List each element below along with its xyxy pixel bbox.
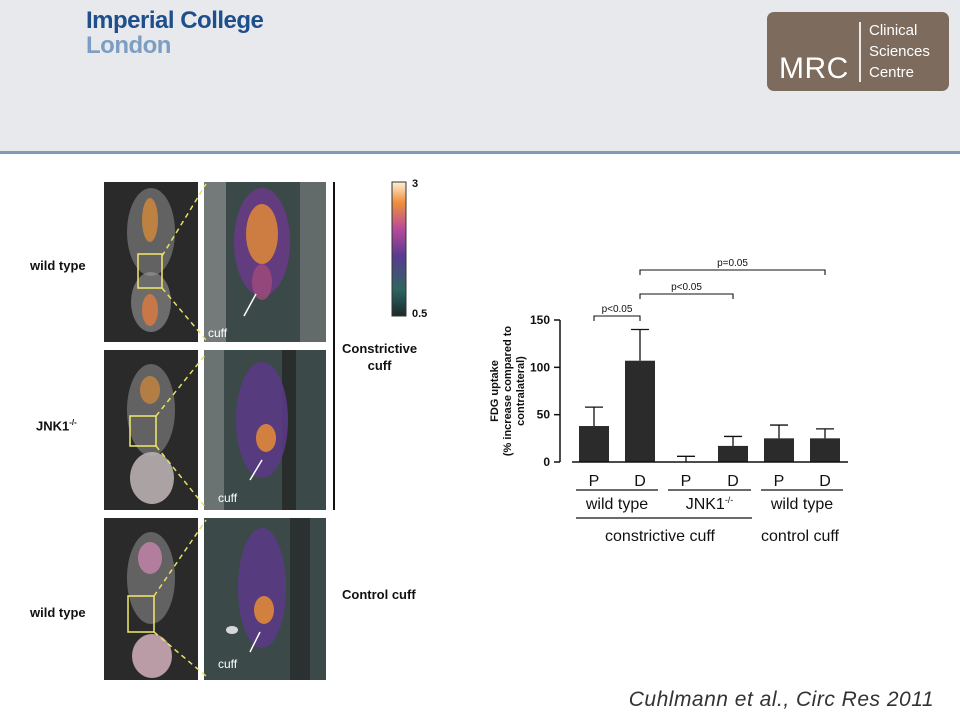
significance-bracket-0 [593, 315, 641, 321]
constrictive-cuff-label-line-1: Constrictive [342, 341, 418, 356]
header-divider [0, 151, 960, 154]
cuff-label-2: cuff [218, 491, 238, 505]
y-tick-label-3: 150 [530, 313, 550, 327]
group-label-0: wild type [585, 496, 648, 513]
zoom-scan-jnk1-constrictive [204, 350, 326, 510]
imperial-college-logo: Imperial College London [86, 7, 264, 59]
zoom-scan-wild-type-control [204, 518, 326, 680]
group-label-2: wild type [770, 496, 833, 513]
bar-0 [579, 426, 609, 462]
mrc-logo-separator [859, 22, 861, 82]
row-label-jnk1-text: JNK1 [36, 418, 70, 434]
mrc-logo-acronym: MRC [779, 52, 849, 85]
bar-5 [810, 438, 840, 462]
bar-3 [718, 445, 748, 462]
x-tick-label-0: P [589, 473, 600, 490]
group-label-superscript-1: -/- [725, 495, 734, 505]
constrictive-cuff-label: Constrictive cuff [342, 340, 417, 374]
x-tick-label-1: D [634, 473, 646, 490]
control-cuff-label: Control cuff [342, 587, 416, 602]
mrc-logo: MRC Clinical Sciences Centre [767, 12, 949, 91]
y-tick-label-2: 100 [530, 360, 550, 374]
y-axis-label-line-3: contralateral) [515, 356, 527, 426]
row-label-jnk1-superscript: -/- [69, 418, 77, 427]
section-label-0: constrictive cuff [605, 528, 716, 545]
x-tick-label-5: D [819, 473, 831, 490]
row-label-wild-type-2: wild type [30, 605, 86, 620]
row-label-wild-type-1: wild type [30, 258, 86, 273]
row-label-jnk1: JNK1-/- [36, 418, 77, 433]
significance-label-2: p=0.05 [717, 258, 748, 269]
logo-line-2: London [86, 32, 171, 59]
significance-bracket-1 [639, 293, 734, 299]
y-tick-label-1: 50 [537, 408, 551, 422]
mrc-logo-text: Clinical Sciences Centre [869, 20, 930, 83]
zoom-scan-wild-type-constrictive [204, 182, 326, 342]
significance-label-1: p<0.05 [671, 282, 702, 293]
y-axis-label-line-2: (% increase compared to [502, 326, 514, 456]
whole-body-scan-wild-type-control [104, 518, 198, 680]
whole-body-scan-jnk1 [104, 350, 198, 510]
constrictive-cuff-label-line-2: cuff [367, 358, 392, 373]
x-tick-label-4: P [774, 473, 785, 490]
bar-4 [764, 438, 794, 462]
x-tick-label-2: P [681, 473, 692, 490]
colorbar-max-label: 3 [412, 178, 419, 190]
section-label-1: control cuff [761, 528, 840, 545]
group-label-1: JNK1-/- [686, 495, 734, 513]
x-tick-label-3: D [727, 473, 739, 490]
fdg-uptake-bar-chart: 0 50 100 150 FDG uptake (% increase compared … [489, 258, 848, 545]
y-axis-label-line-1: FDG uptake [489, 360, 501, 422]
cuff-label-3: cuff [218, 657, 238, 671]
significance-bracket-2 [639, 269, 826, 275]
bar-1 [625, 360, 655, 462]
colorbar-min-label: 0.5 [412, 308, 428, 320]
mrc-logo-line-3: Centre [869, 64, 915, 81]
y-tick-label-0: 0 [543, 455, 550, 469]
mrc-logo-line-2: Sciences [869, 43, 930, 60]
mrc-logo-line-1: Clinical [869, 22, 918, 39]
colorbar [391, 181, 407, 317]
significance-label-0: p<0.05 [602, 304, 633, 315]
logo-line-1: Imperial College [86, 7, 264, 34]
cuff-label-1: cuff [208, 326, 228, 340]
citation: Cuhlmann et al., Circ Res 2011 [628, 688, 934, 711]
